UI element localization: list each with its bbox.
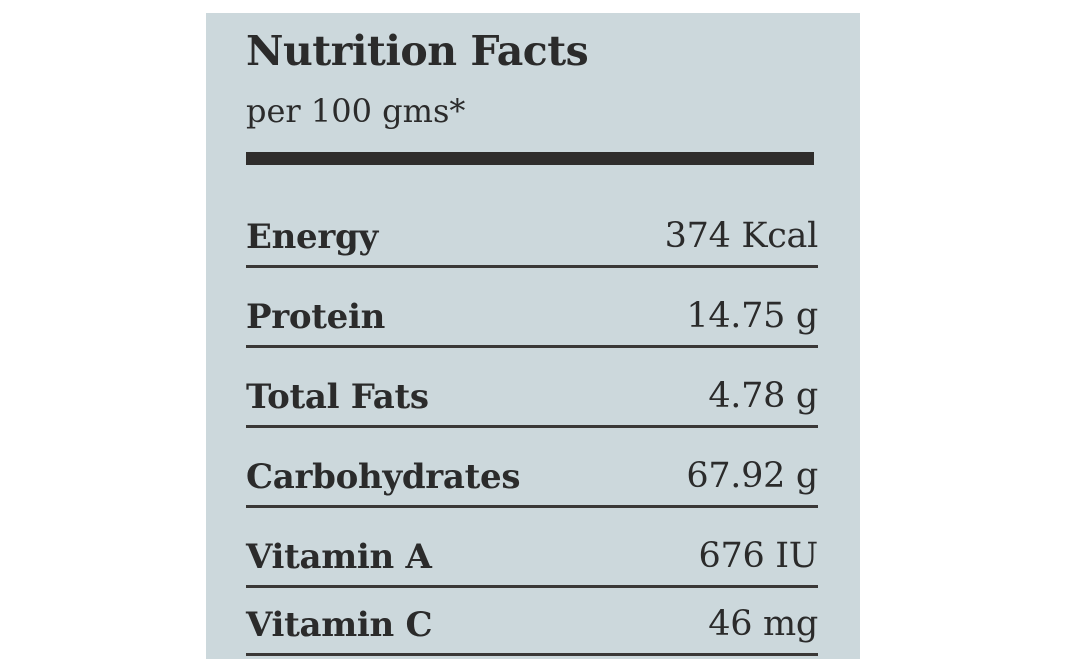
header-divider	[246, 152, 814, 165]
nutrition-facts-title: Nutrition Facts	[246, 27, 589, 75]
nutrient-row-energy: Energy 374 Kcal	[246, 214, 818, 268]
nutrient-label: Protein	[246, 297, 386, 337]
row-divider	[246, 653, 818, 656]
nutrient-label: Total Fats	[246, 377, 429, 417]
nutrient-label: Carbohydrates	[246, 457, 521, 497]
nutrient-value: 676 IU	[698, 536, 819, 576]
nutrient-label: Vitamin C	[246, 605, 433, 645]
nutrient-value: 46 mg	[708, 604, 818, 644]
nutrient-label: Vitamin A	[246, 537, 432, 577]
nutrient-row-vitamin-a: Vitamin A 676 IU	[246, 534, 818, 588]
nutrient-value: 374 Kcal	[664, 216, 819, 256]
nutrient-row-protein: Protein 14.75 g	[246, 294, 818, 348]
row-divider	[246, 585, 818, 588]
nutrient-row-total-fats: Total Fats 4.78 g	[246, 374, 818, 428]
nutrient-row-carbohydrates: Carbohydrates 67.92 g	[246, 454, 818, 508]
serving-basis: per 100 gms*	[246, 92, 466, 130]
nutrient-label: Energy	[246, 217, 378, 257]
nutrient-row-vitamin-c: Vitamin C 46 mg	[246, 602, 818, 656]
nutrient-value: 67.92 g	[686, 456, 818, 496]
row-divider	[246, 505, 818, 508]
nutrient-value: 14.75 g	[686, 296, 818, 336]
row-divider	[246, 425, 818, 428]
row-divider	[246, 265, 818, 268]
row-divider	[246, 345, 818, 348]
nutrient-value: 4.78 g	[708, 376, 818, 416]
nutrition-facts-panel: Nutrition Facts per 100 gms* Energy 374 …	[206, 13, 860, 659]
